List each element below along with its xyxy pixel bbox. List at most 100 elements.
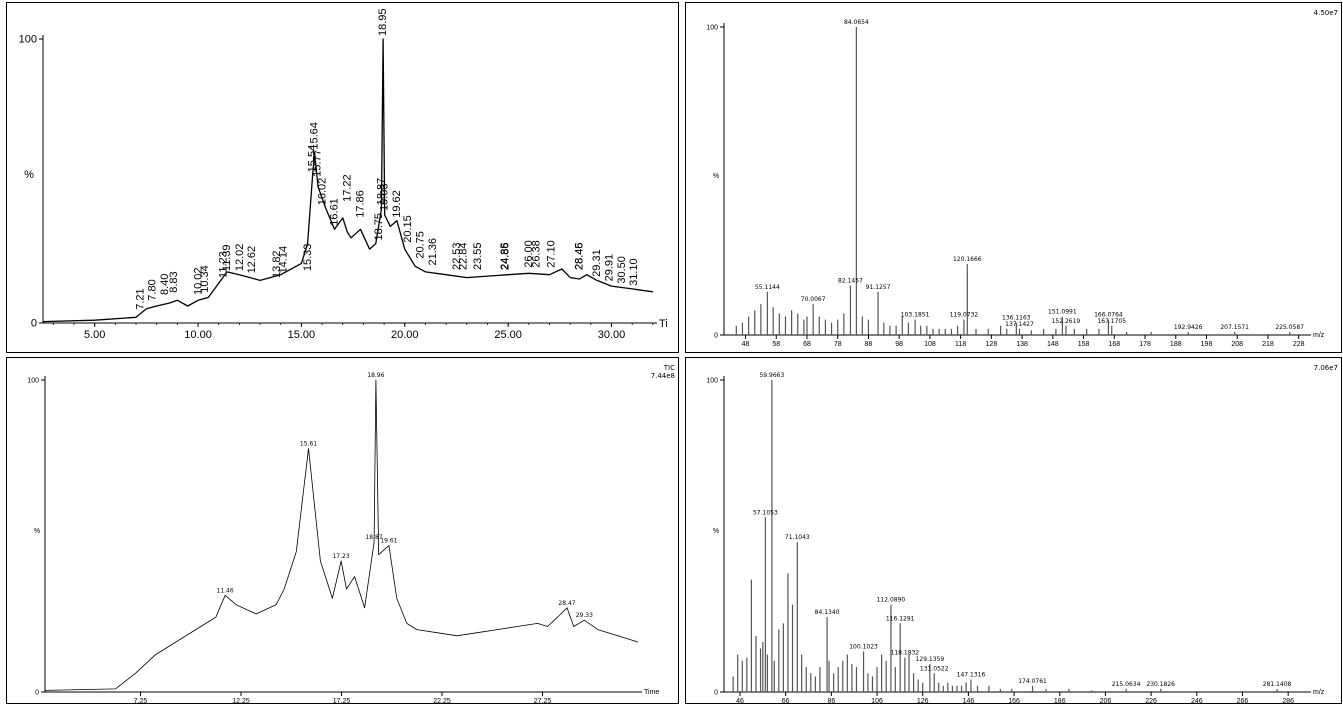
y-axis-label: % <box>713 528 719 535</box>
x-tick-label-11: 266 <box>1237 698 1249 705</box>
peak-label-8: 136.1163 <box>1002 315 1031 322</box>
x-tick-label-4: 126 <box>917 698 929 705</box>
peak-label-13: 167.1705 <box>1097 318 1126 325</box>
x-tick-label-13: 178 <box>1139 341 1151 348</box>
peak-label-3: 18.87 <box>365 534 382 541</box>
x-tick-label-1: 12.25 <box>232 698 250 705</box>
peak-label-7: 29.33 <box>576 612 593 619</box>
x-tick-label-10: 148 <box>1047 341 1059 348</box>
x-tick-label-5: 98 <box>895 341 903 348</box>
peak-label-7: 11.39 <box>221 244 233 271</box>
peak-label-9: 12.62 <box>246 246 258 274</box>
x-tick-label-2: 86 <box>827 698 835 705</box>
corner-label-1: 7.44e8 <box>651 372 675 380</box>
peak-label-12: 215.0634 <box>1112 681 1141 688</box>
peak-label-6: 116.1291 <box>886 615 915 622</box>
peak-label-6: 11.23 <box>217 251 229 278</box>
y-tick-label-1: 100 <box>706 24 718 31</box>
peak-label-20: 18.75 <box>373 213 385 241</box>
peak-label-34: 26.38 <box>531 240 543 268</box>
peak-label-1: 70.0067 <box>801 296 826 303</box>
peak-label-39: 29.91 <box>604 254 616 282</box>
peak-label-2: 71.1043 <box>785 534 810 541</box>
peak-label-24: 19.62 <box>391 190 403 218</box>
chromatogram-chart-1: 0 100% 5.00 10.00 15.00 20.00 25.00 30.00 Ti 7.21… <box>19 8 668 341</box>
mass-spectrum-panel-bottom-right: 0 100% 46 66 86 106 126 146 166 186 206 226 246 266 28… <box>685 357 1342 705</box>
peak-label-6: 119.0732 <box>950 312 979 319</box>
peak-label-4: 100.1023 <box>849 643 878 650</box>
peak-label-1: 59.9663 <box>759 372 784 379</box>
x-tick-label-3: 78 <box>834 341 842 348</box>
peak-label-9: 137.1427 <box>1005 321 1034 328</box>
mass-spectrum-chart-1: 0 100% 48 58 68 78 88 98 108 118 128 138 148 158 168 17… <box>706 9 1338 348</box>
peak-label-19: 17.86 <box>355 190 367 218</box>
y-tick-label-1: 100 <box>27 377 39 384</box>
x-tick-label-11: 158 <box>1078 341 1090 348</box>
peak-label-41: 31.10 <box>628 258 640 286</box>
peak-label-11: 14.14 <box>278 246 290 274</box>
x-tick-label-8: 128 <box>986 341 998 348</box>
x-tick-label-8: 206 <box>1100 698 1112 705</box>
x-tick-label-2: 68 <box>803 341 811 348</box>
x-tick-label-15: 198 <box>1201 341 1213 348</box>
x-tick-label-17: 218 <box>1262 341 1274 348</box>
peak-label-23: 19.03 <box>379 183 391 211</box>
x-tick-label-3: 106 <box>871 698 883 705</box>
x-tick-label-9: 226 <box>1145 698 1157 705</box>
corner-label-0: 7.06e7 <box>1314 364 1338 372</box>
x-tick-label-4: 88 <box>865 341 873 348</box>
peak-label-18: 17.22 <box>341 174 353 202</box>
x-tick-label-4: 25.00 <box>494 329 522 341</box>
peak-label-7: 118.1832 <box>891 650 920 657</box>
peak-label-26: 20.75 <box>414 231 426 259</box>
y-tick-label-0: 0 <box>714 689 718 696</box>
peak-label-8: 12.02 <box>234 244 246 272</box>
peak-label-3: 84.1340 <box>815 609 840 616</box>
x-axis-label: Ti <box>659 318 668 330</box>
peak-label-40: 30.50 <box>616 256 628 284</box>
x-tick-label-5: 30.00 <box>598 329 626 341</box>
peak-label-36: 28.45 <box>573 242 585 270</box>
peak-label-0: 11.46 <box>217 587 234 594</box>
peak-label-16: 16.02 <box>317 178 329 206</box>
y-tick-label-0: 0 <box>31 318 37 330</box>
y-axis-label: % <box>713 173 719 180</box>
peak-label-5: 112.0890 <box>877 597 906 604</box>
x-tick-label-12: 286 <box>1282 698 1294 705</box>
peak-label-21: 18.87 <box>375 178 387 206</box>
chromatogram-panel-top-left: 0 100% 5.00 10.00 15.00 20.00 25.00 30.00 Ti 7.21… <box>6 2 679 353</box>
peak-label-0: 55.1144 <box>755 284 780 291</box>
peak-label-14: 192.9426 <box>1174 324 1203 331</box>
peak-label-38: 29.31 <box>591 249 603 277</box>
peak-label-11: 152.2619 <box>1052 318 1081 325</box>
peak-label-5: 10.34 <box>199 265 211 293</box>
peak-label-0: 57.1053 <box>753 509 778 516</box>
x-tick-label-6: 108 <box>924 341 936 348</box>
x-tick-label-1: 10.00 <box>184 329 212 341</box>
y-tick-label-0: 0 <box>35 689 39 696</box>
peak-label-32: 24.86 <box>499 242 511 270</box>
peak-label-30: 23.55 <box>472 242 484 270</box>
corner-label-0: TIC <box>663 364 675 372</box>
x-tick-label-7: 186 <box>1054 698 1066 705</box>
y-tick-label-1: 100 <box>19 34 37 46</box>
peak-label-27: 21.36 <box>427 238 439 266</box>
x-tick-label-1: 66 <box>782 698 790 705</box>
chromatogram-panel-bottom-left: 0 100% 7.25 12.25 17.25 22.25 27.25 Time TIC 7.44… <box>6 357 679 705</box>
peak-label-14: 281.1408 <box>1263 681 1292 688</box>
mass-spectrum-panel-top-right: 0 100% 48 58 68 78 88 98 108 118 128 138 148 158 168 17… <box>685 2 1342 353</box>
peak-label-35: 27.10 <box>546 240 558 268</box>
x-tick-label-16: 208 <box>1231 341 1243 348</box>
peak-label-25: 20.15 <box>402 215 414 243</box>
x-tick-label-6: 166 <box>1008 698 1020 705</box>
peak-label-4: 91.1257 <box>866 284 891 291</box>
y-axis-label: % <box>34 528 40 535</box>
x-tick-label-0: 5.00 <box>84 329 105 341</box>
x-tick-label-0: 48 <box>742 341 750 348</box>
peak-label-2: 17.23 <box>332 553 349 560</box>
x-axis-label: Time <box>644 689 659 696</box>
x-tick-label-2: 17.25 <box>333 698 351 705</box>
trace-line <box>42 38 653 323</box>
x-tick-label-12: 168 <box>1108 341 1120 348</box>
x-tick-label-3: 22.25 <box>433 698 451 705</box>
